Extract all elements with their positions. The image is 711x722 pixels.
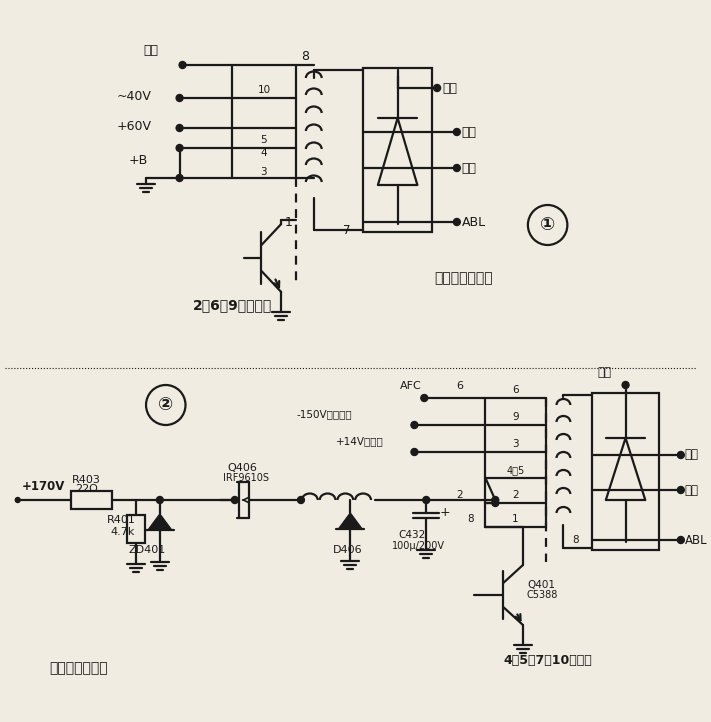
Text: ABL: ABL (461, 215, 486, 228)
Text: 8: 8 (468, 514, 474, 524)
Circle shape (176, 95, 183, 102)
Text: AFC: AFC (400, 381, 422, 391)
Text: 3: 3 (261, 167, 267, 177)
Text: 4.7k: 4.7k (110, 527, 135, 537)
Circle shape (434, 84, 441, 92)
Circle shape (411, 448, 418, 456)
Text: 2: 2 (456, 490, 462, 500)
Circle shape (678, 536, 684, 544)
Text: 2、6、9脚为空脚: 2、6、9脚为空脚 (193, 298, 272, 312)
Text: 10: 10 (257, 85, 270, 95)
Text: -150V亮度控制: -150V亮度控制 (296, 409, 352, 419)
Text: 加速: 加速 (461, 162, 477, 175)
Polygon shape (338, 513, 362, 529)
Circle shape (176, 175, 183, 181)
Text: 聚焦: 聚焦 (685, 448, 699, 461)
Text: R401: R401 (107, 515, 135, 525)
Circle shape (176, 124, 183, 131)
Text: 高压: 高压 (442, 82, 457, 95)
Text: ~40V: ~40V (117, 90, 151, 103)
Circle shape (231, 497, 238, 503)
Text: 4、5: 4、5 (506, 465, 525, 475)
Text: ZD401: ZD401 (128, 545, 166, 555)
Text: 22Ω: 22Ω (75, 484, 97, 494)
Bar (71, 491, 112, 509)
Text: D406: D406 (333, 545, 362, 555)
Circle shape (492, 500, 499, 507)
Text: 2: 2 (512, 490, 519, 500)
Circle shape (454, 219, 460, 225)
Polygon shape (148, 514, 171, 530)
Text: 9: 9 (512, 412, 519, 422)
Circle shape (423, 497, 429, 503)
Text: 4: 4 (261, 148, 267, 158)
Text: 彩显行扫描电路: 彩显行扫描电路 (49, 661, 108, 675)
Circle shape (176, 144, 183, 152)
Bar (592, 393, 659, 550)
Circle shape (411, 422, 418, 428)
Text: 1: 1 (512, 514, 519, 524)
Text: 彩电行扫描电路: 彩电行扫描电路 (434, 271, 493, 285)
Text: C432: C432 (399, 530, 426, 540)
Text: 6: 6 (456, 381, 463, 391)
Circle shape (156, 497, 164, 503)
Circle shape (297, 497, 304, 503)
Text: 灯丝: 灯丝 (143, 45, 158, 58)
Text: ②: ② (158, 396, 173, 414)
Text: +14V场电源: +14V场电源 (336, 436, 383, 446)
Text: R403: R403 (72, 475, 101, 485)
Text: Q406: Q406 (227, 463, 257, 473)
Circle shape (454, 165, 460, 172)
Text: ①: ① (540, 216, 555, 234)
Text: 8: 8 (572, 535, 579, 545)
Text: 3: 3 (512, 439, 519, 449)
Circle shape (622, 381, 629, 388)
Text: 高压: 高压 (597, 367, 611, 380)
Bar (363, 68, 432, 232)
Text: 6: 6 (512, 385, 519, 395)
Circle shape (492, 497, 499, 503)
Text: 聚焦: 聚焦 (461, 126, 477, 139)
Text: 5: 5 (261, 135, 267, 145)
Circle shape (678, 487, 684, 494)
Text: +: + (440, 505, 451, 518)
Text: 1: 1 (285, 215, 293, 228)
Text: +170V: +170V (22, 481, 65, 494)
Text: 7: 7 (343, 224, 351, 237)
Text: Q401: Q401 (527, 580, 555, 590)
Text: C5388: C5388 (527, 590, 558, 600)
Text: ABL: ABL (685, 534, 707, 547)
Text: +60V: +60V (117, 120, 151, 133)
Bar (127, 515, 145, 543)
Text: 加速: 加速 (685, 484, 699, 497)
Text: 100μ/200V: 100μ/200V (392, 541, 444, 551)
Text: 4、5、7、10脚接地: 4、5、7、10脚接地 (503, 653, 592, 666)
Text: 8: 8 (301, 51, 309, 64)
Text: +B: +B (128, 154, 147, 167)
Circle shape (678, 451, 684, 458)
Circle shape (454, 129, 460, 136)
Circle shape (16, 497, 20, 503)
Text: IRF9610S: IRF9610S (223, 473, 269, 483)
Circle shape (179, 61, 186, 69)
Circle shape (421, 394, 428, 401)
